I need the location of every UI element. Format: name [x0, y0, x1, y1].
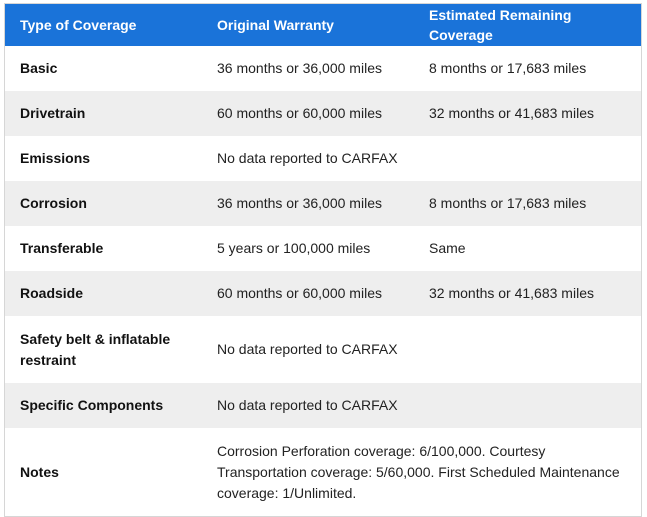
- remaining-coverage-cell: [413, 136, 641, 181]
- table-row-transferable: Transferable 5 years or 100,000 miles Sa…: [5, 226, 641, 271]
- original-warranty-cell: No data reported to CARFAX: [217, 341, 398, 357]
- header-type-of-coverage: Type of Coverage: [5, 4, 201, 46]
- table-row-safety-belt: Safety belt & inflatable restraint No da…: [5, 316, 641, 383]
- coverage-type-cell: Specific Components: [20, 397, 164, 413]
- table-row-basic: Basic 36 months or 36,000 miles 8 months…: [5, 46, 641, 91]
- original-warranty-cell: 36 months or 36,000 miles: [217, 195, 382, 211]
- remaining-coverage-cell: 8 months or 17,683 miles: [429, 195, 587, 211]
- header-original-warranty: Original Warranty: [201, 4, 413, 46]
- original-warranty-cell: 60 months or 60,000 miles: [217, 105, 382, 121]
- original-warranty-cell: 5 years or 100,000 miles: [217, 240, 371, 256]
- table-header: Type of Coverage Original Warranty Estim…: [5, 4, 641, 46]
- coverage-type-cell: Emissions: [20, 150, 91, 166]
- table-row-drivetrain: Drivetrain 60 months or 60,000 miles 32 …: [5, 91, 641, 136]
- original-warranty-cell: No data reported to CARFAX: [217, 150, 398, 166]
- warranty-coverage-table: Type of Coverage Original Warranty Estim…: [5, 4, 641, 516]
- original-warranty-cell: 60 months or 60,000 miles: [217, 285, 382, 301]
- coverage-type-cell: Corrosion: [20, 195, 87, 211]
- table-row-notes: Notes Corrosion Perforation coverage: 6/…: [5, 428, 641, 516]
- original-warranty-cell: 36 months or 36,000 miles: [217, 60, 382, 76]
- remaining-coverage-cell: Same: [429, 240, 466, 256]
- coverage-type-cell: Notes: [20, 463, 59, 480]
- remaining-coverage-cell: [413, 316, 641, 383]
- notes-text-cell: Corrosion Perforation coverage: 6/100,00…: [217, 442, 620, 501]
- table-row-roadside: Roadside 60 months or 60,000 miles 32 mo…: [5, 271, 641, 316]
- original-warranty-cell: No data reported to CARFAX: [217, 397, 398, 413]
- warranty-coverage-table-container: Type of Coverage Original Warranty Estim…: [4, 3, 642, 517]
- remaining-coverage-cell: 8 months or 17,683 miles: [429, 60, 587, 76]
- header-estimated-remaining-coverage: Estimated Remaining Coverage: [413, 4, 641, 46]
- coverage-type-cell: Basic: [20, 60, 58, 76]
- coverage-type-cell: Roadside: [20, 285, 84, 301]
- remaining-coverage-cell: 32 months or 41,683 miles: [429, 285, 594, 301]
- coverage-type-cell: Safety belt & inflatable restraint: [20, 330, 171, 368]
- table-row-emissions: Emissions No data reported to CARFAX: [5, 136, 641, 181]
- coverage-type-cell: Transferable: [20, 240, 104, 256]
- table-row-corrosion: Corrosion 36 months or 36,000 miles 8 mo…: [5, 181, 641, 226]
- table-row-specific-components: Specific Components No data reported to …: [5, 383, 641, 428]
- remaining-coverage-cell: 32 months or 41,683 miles: [429, 105, 594, 121]
- coverage-type-cell: Drivetrain: [20, 105, 86, 121]
- table-body: Basic 36 months or 36,000 miles 8 months…: [5, 46, 641, 516]
- header-row: Type of Coverage Original Warranty Estim…: [5, 4, 641, 46]
- remaining-coverage-cell: [413, 383, 641, 428]
